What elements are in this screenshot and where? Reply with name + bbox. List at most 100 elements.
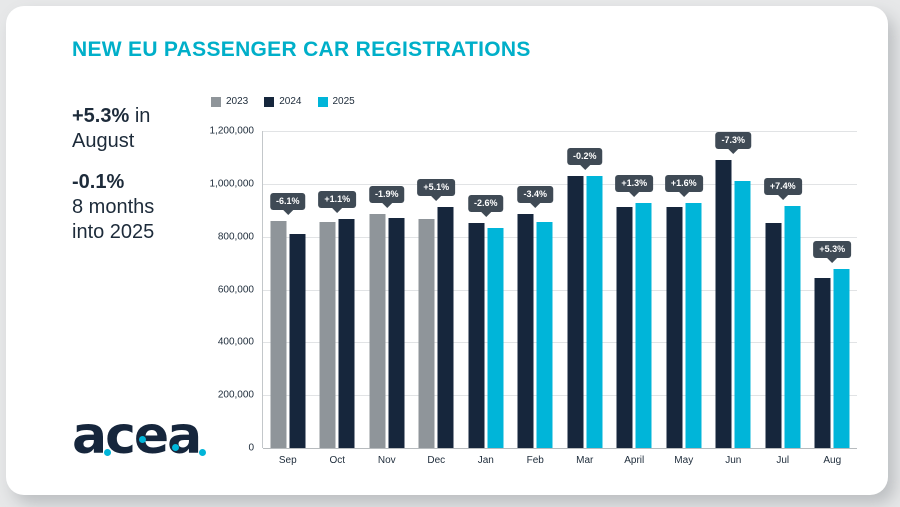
bar-pair [270, 220, 306, 448]
chart-bar-2024 [289, 234, 306, 448]
chart-bar-2025 [487, 228, 504, 448]
stat-ytd-line3: into 2025 [72, 221, 155, 243]
bar-pair [814, 268, 850, 448]
change-badge: +1.1% [318, 191, 357, 209]
bar-group-feb: -3.4% Feb [511, 131, 561, 466]
x-axis-label: Jun [725, 455, 742, 466]
legend-label: 2025 [332, 96, 355, 107]
change-badge: -6.1% [269, 192, 306, 210]
stat-august-line2: August [72, 130, 135, 152]
chart-bar-2023 [369, 214, 386, 448]
chart-bar-2024 [715, 160, 732, 448]
legend-label: 2023 [226, 96, 249, 107]
legend-swatch-icon [211, 96, 221, 107]
change-badge: +7.4% [763, 178, 802, 196]
change-badge: +1.3% [615, 175, 654, 193]
bar-pair [666, 203, 702, 448]
plot-area: 0 200,000 400,000 600,000 800,000 1,000,000 1,… [210, 126, 858, 466]
chart-bar-2024 [338, 219, 355, 448]
bar-group-jan: -2.6% Jan [461, 131, 511, 466]
bar-pair [468, 222, 504, 448]
bar-group-dec: +5.1% Dec [412, 131, 462, 466]
bar-group-jul: +7.4% Jul [758, 131, 808, 466]
change-badge: -1.9% [368, 186, 405, 204]
x-axis-label: Aug [823, 455, 842, 466]
bar-group-nov: -1.9% Nov [362, 131, 412, 466]
stat-august-suffix: in [129, 105, 151, 127]
stat-august-value: +5.3% [72, 105, 130, 127]
chart-bar-2023 [418, 218, 435, 448]
legend-item-2025: 2025 [317, 96, 355, 107]
chart-bar-2025 [635, 203, 652, 448]
change-badge: -3.4% [517, 186, 554, 204]
bar-group-mar: -0.2% Mar [560, 131, 610, 466]
logo-dot-icon [172, 444, 179, 451]
x-axis-label: Oct [329, 455, 346, 466]
chart-bar-2025 [734, 181, 751, 448]
chart-bar-2024 [517, 214, 534, 448]
legend-item-2024: 2024 [264, 96, 302, 107]
y-axis-tick-label: 0 [248, 442, 254, 454]
gridline [263, 289, 857, 291]
bar-pair [517, 214, 553, 448]
chart-bar-2024 [437, 207, 454, 448]
legend-swatch-icon [317, 96, 328, 107]
bar-pair [418, 207, 454, 448]
bar-group-jun: -7.3% Jun [709, 131, 759, 466]
chart-bar-2025 [784, 206, 801, 448]
stat-august: +5.3% in August [72, 104, 222, 154]
chart-bar-2024 [468, 222, 485, 448]
chart-bar-2023 [319, 221, 336, 448]
logo-dot-icon [104, 449, 111, 456]
change-badge: +5.3% [813, 240, 852, 258]
chart-bar-2023 [270, 220, 287, 448]
chart-bar-2025 [536, 222, 553, 448]
gridline [263, 183, 857, 185]
gridline [263, 395, 857, 397]
legend-label: 2024 [279, 96, 302, 107]
chart-bar-2024 [666, 207, 683, 448]
gridline [263, 131, 857, 132]
highlights-panel: +5.3% in August -0.1% 8 months into 2025 [72, 104, 222, 245]
gridline [263, 448, 857, 449]
bar-pair [616, 203, 652, 448]
change-badge: -2.6% [467, 194, 504, 212]
logo-dot-icon [139, 436, 146, 443]
change-badge: +5.1% [417, 179, 456, 197]
change-badge: -7.3% [715, 132, 752, 150]
x-axis-label: Nov [377, 455, 396, 466]
change-badge: +1.6% [664, 175, 703, 193]
stat-ytd-line2: 8 months [72, 196, 155, 218]
y-axis-tick-label: 200,000 [217, 389, 254, 401]
chart-bar-2025 [685, 203, 702, 448]
page-title: NEW EU PASSENGER CAR REGISTRATIONS [72, 38, 531, 61]
x-axis-label: Dec [427, 455, 446, 466]
chart-bar-2024 [567, 175, 584, 448]
y-axis-tick-label: 800,000 [217, 231, 254, 243]
chart-bar-2024 [616, 206, 633, 448]
chart-card: NEW EU PASSENGER CAR REGISTRATIONS +5.3%… [6, 6, 888, 495]
y-axis-tick-label: 400,000 [217, 336, 254, 348]
x-axis-label: Mar [576, 455, 594, 466]
chart-bar-2024 [765, 222, 782, 448]
bar-group-oct: +1.1% Oct [313, 131, 363, 466]
x-axis-label: Feb [526, 455, 544, 466]
bar-pair [765, 206, 801, 448]
acea-logo-text: acea [72, 406, 202, 466]
x-axis-label: April [624, 455, 645, 466]
gridline [263, 236, 857, 238]
chart-bar-2025 [833, 268, 850, 448]
chart-bar-2024 [814, 277, 831, 448]
legend: 2023 2024 2025 [211, 96, 355, 107]
bar-pair [567, 175, 603, 448]
x-axis-label: May [674, 455, 694, 466]
bar-pair [369, 214, 405, 448]
bar-group-april: +1.3% April [610, 131, 660, 466]
bar-group-sep: -6.1% Sep [263, 131, 313, 466]
y-axis-tick-label: 600,000 [217, 284, 254, 295]
change-badge: -0.2% [566, 147, 603, 165]
x-axis-label: Jul [776, 455, 790, 466]
y-axis-tick-label: 1,200,000 [209, 125, 255, 137]
bar-group-may: +1.6% May [659, 131, 709, 466]
bar-group-aug: +5.3% Aug [808, 131, 858, 466]
